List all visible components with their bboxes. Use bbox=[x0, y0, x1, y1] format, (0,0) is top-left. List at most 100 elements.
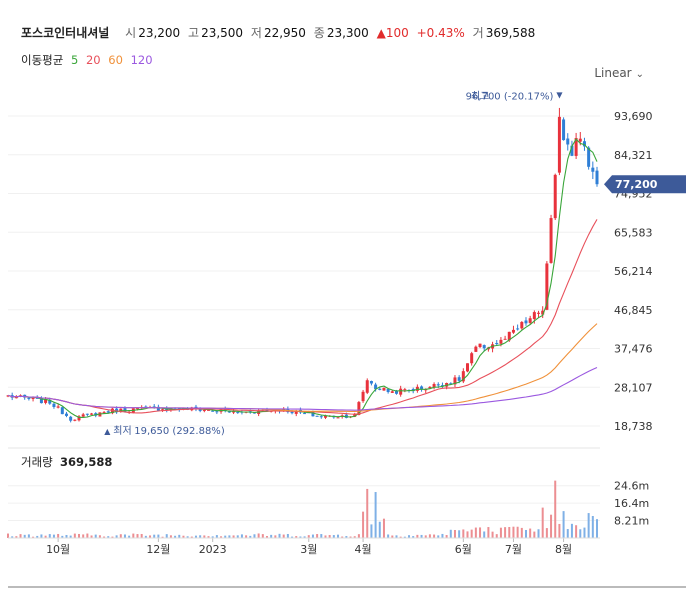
volume-bar bbox=[140, 533, 143, 538]
candle bbox=[449, 383, 453, 385]
volume-bar bbox=[174, 535, 177, 538]
volume-bar bbox=[424, 535, 427, 538]
candle bbox=[382, 387, 386, 391]
candle bbox=[290, 411, 294, 414]
ma-60[interactable]: 60 bbox=[108, 53, 123, 67]
candle bbox=[591, 167, 595, 172]
price-tick-label: 65,583 bbox=[614, 226, 653, 239]
volume-bar bbox=[119, 534, 122, 538]
candle bbox=[215, 411, 219, 413]
volume-bar bbox=[270, 534, 273, 538]
candle bbox=[474, 346, 478, 352]
candle bbox=[520, 321, 524, 329]
candle bbox=[541, 310, 545, 315]
volume-bar bbox=[554, 480, 557, 538]
volume-axis-labels: 24.6m 16.4m 8.21m bbox=[614, 480, 649, 528]
volume-bar bbox=[232, 535, 235, 538]
volume-bar bbox=[115, 535, 118, 538]
chevron-down-icon: ⌄ bbox=[635, 69, 644, 80]
volume-bar bbox=[353, 536, 356, 538]
volume-bar bbox=[57, 533, 60, 538]
candle bbox=[336, 417, 340, 419]
volume-bar bbox=[341, 536, 344, 538]
volume-bar bbox=[73, 533, 76, 538]
candle bbox=[578, 138, 582, 142]
volume-bar bbox=[462, 529, 465, 538]
ma-20[interactable]: 20 bbox=[85, 53, 101, 67]
volume-bar bbox=[111, 536, 114, 538]
volume-bar bbox=[453, 529, 456, 538]
candle bbox=[566, 138, 570, 145]
candle bbox=[27, 397, 31, 399]
volume-bar bbox=[291, 536, 294, 538]
low-annotation-marker: ▲ bbox=[104, 427, 111, 436]
volume-bar bbox=[362, 511, 365, 538]
volume-bar bbox=[596, 519, 598, 538]
candle bbox=[56, 406, 60, 408]
volume-bar bbox=[320, 534, 323, 538]
candle bbox=[361, 391, 365, 402]
volume-bar bbox=[545, 528, 548, 538]
ma-120[interactable]: 120 bbox=[130, 53, 153, 67]
volume-bar bbox=[190, 536, 193, 538]
volume-bar bbox=[562, 511, 565, 538]
volume-bar bbox=[199, 535, 202, 538]
volume-bar bbox=[299, 536, 302, 538]
candle bbox=[60, 407, 64, 415]
volume-bar bbox=[48, 534, 51, 538]
volume-bar bbox=[282, 534, 285, 538]
volume-bar bbox=[416, 534, 419, 538]
volume-bar bbox=[374, 492, 377, 538]
open-value: 23,200 bbox=[138, 26, 181, 40]
volume-bar bbox=[345, 536, 348, 538]
candle bbox=[52, 403, 56, 407]
scale-selector[interactable]: Linear ⌄ bbox=[594, 66, 644, 80]
candle bbox=[319, 416, 323, 418]
candle bbox=[562, 119, 566, 141]
volume-bar bbox=[587, 513, 590, 538]
volume-bar bbox=[203, 535, 206, 538]
volume-bar bbox=[558, 523, 561, 538]
volume-bar bbox=[508, 526, 511, 538]
ma-5[interactable]: 5 bbox=[70, 53, 79, 67]
candle bbox=[202, 410, 206, 412]
volume-bar bbox=[370, 524, 373, 538]
volume-title-value: 369,588 bbox=[60, 455, 112, 469]
volume-bar bbox=[86, 533, 89, 538]
volume-bar bbox=[220, 536, 223, 538]
volume-bar bbox=[575, 525, 578, 538]
volume-bar bbox=[541, 507, 544, 538]
volume-bar bbox=[144, 535, 147, 538]
x-axis: 10월 12월 2023 3월 4월 6월 7월 8월 bbox=[8, 537, 600, 556]
price-tick-label: 93,690 bbox=[614, 110, 653, 123]
volume-bar bbox=[408, 535, 411, 538]
volume-bar bbox=[224, 535, 227, 538]
volume-label: 거 bbox=[472, 26, 484, 40]
volume-bar bbox=[382, 518, 385, 538]
candle bbox=[466, 363, 470, 372]
volume-bar bbox=[337, 534, 340, 538]
candle bbox=[198, 409, 202, 411]
candle bbox=[365, 380, 369, 393]
candle bbox=[110, 408, 114, 414]
candle bbox=[357, 402, 361, 415]
price-tick-label: 37,476 bbox=[614, 343, 653, 356]
volume-bar bbox=[107, 536, 110, 538]
volume-bar bbox=[391, 535, 394, 538]
volume-tick-label: 16.4m bbox=[614, 497, 649, 510]
volume-bar bbox=[149, 535, 152, 538]
volume-bar bbox=[261, 534, 264, 538]
volume-bar bbox=[433, 534, 436, 538]
volume-bar bbox=[69, 535, 72, 538]
annotations: 최고 96,700 (-20.17%) ▼ ▲ 최저 19,650 (292.8… bbox=[104, 91, 563, 438]
volume-bar bbox=[491, 531, 494, 538]
volume-bar bbox=[332, 535, 335, 538]
candle bbox=[595, 170, 599, 185]
volume-bar bbox=[27, 534, 30, 538]
current-price-badge-bg bbox=[604, 175, 686, 194]
candle bbox=[90, 413, 94, 415]
candle bbox=[499, 339, 503, 344]
volume-bar bbox=[169, 535, 172, 538]
candle bbox=[102, 412, 106, 414]
